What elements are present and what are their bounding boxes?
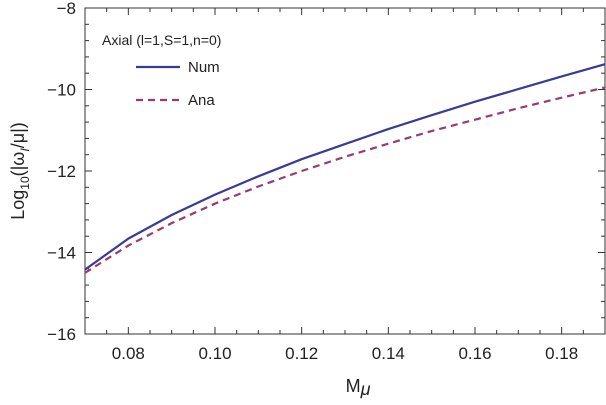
ticks-layer: 0.08 0.10 0.12 0.14 0.16 0.18 −16 −14 −12 −10 −8 bbox=[47, 0, 605, 363]
y-axis-title-base: 10 bbox=[18, 176, 32, 190]
y-axis-title-body-sub: I bbox=[18, 148, 32, 152]
series-line-num bbox=[84, 63, 606, 271]
legend-label-ana: Ana bbox=[188, 92, 215, 109]
x-axis-title-sub: μ bbox=[360, 379, 371, 399]
y-axis-title-log: Log bbox=[8, 190, 28, 220]
legend-label-num: Num bbox=[188, 59, 220, 76]
y-axis-title: Log10(|ωI/μ|) bbox=[8, 122, 32, 220]
x-axis-title: Mμ bbox=[346, 376, 371, 399]
x-tick-label: 0.18 bbox=[545, 344, 578, 363]
y-tick-label: −12 bbox=[47, 162, 76, 181]
plot-frame bbox=[84, 7, 606, 335]
y-tick-label: −8 bbox=[57, 0, 76, 18]
series-layer bbox=[84, 63, 606, 274]
legend: Axial (l=1,S=1,n=0) Num Ana bbox=[102, 32, 221, 109]
series-line-ana bbox=[84, 86, 606, 274]
x-tick-label: 0.08 bbox=[112, 344, 145, 363]
y-tick-label: −10 bbox=[47, 81, 76, 100]
x-tick-label: 0.12 bbox=[285, 344, 318, 363]
y-tick-label: −14 bbox=[47, 244, 76, 263]
y-axis-title-body: (|ω bbox=[8, 152, 28, 177]
x-tick-label: 0.14 bbox=[372, 344, 405, 363]
legend-title: Axial (l=1,S=1,n=0) bbox=[102, 32, 221, 48]
y-tick-label: −16 bbox=[47, 325, 76, 344]
x-axis-title-main: M bbox=[346, 376, 361, 396]
x-tick-label: 0.16 bbox=[458, 344, 491, 363]
x-tick-label: 0.10 bbox=[198, 344, 231, 363]
y-axis-title-suffix: /μ|) bbox=[8, 122, 28, 148]
